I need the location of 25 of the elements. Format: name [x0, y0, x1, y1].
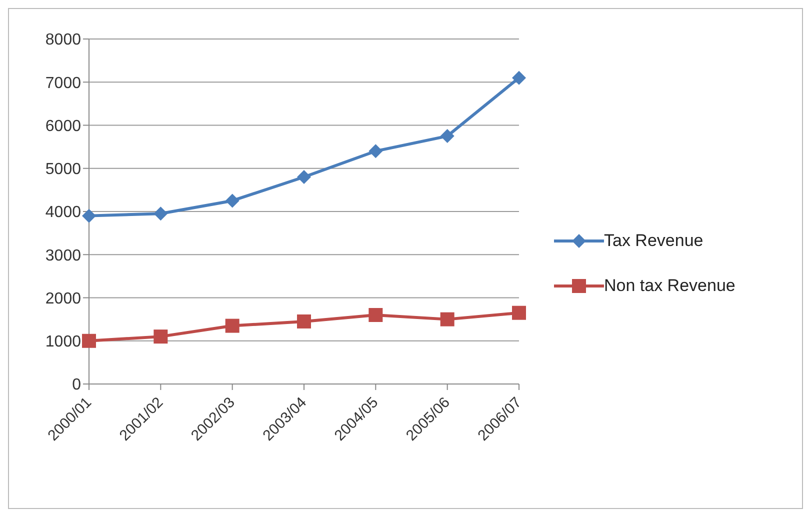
point [440, 312, 454, 326]
point [225, 194, 240, 208]
y-tick-label: 4000 [45, 204, 82, 222]
point [225, 318, 240, 333]
legend-label: Tax Revenue [604, 231, 704, 251]
point [154, 330, 168, 344]
point [512, 306, 526, 320]
y-tick-label: 7000 [45, 74, 82, 92]
point [368, 308, 383, 322]
point [297, 314, 311, 328]
legend-label: Non tax Revenue [604, 276, 736, 296]
y-tick-label: 6000 [45, 118, 82, 135]
y-tick-label: 3000 [45, 247, 82, 264]
point [297, 170, 311, 184]
point [512, 70, 526, 85]
point [440, 129, 454, 144]
point [154, 206, 168, 221]
y-tick-label: 0 [72, 376, 82, 394]
point [368, 144, 383, 158]
y-tick-label: 8000 [45, 32, 82, 49]
point [82, 208, 96, 223]
point [82, 334, 96, 348]
y-tick-label: 1000 [45, 334, 82, 351]
y-tick-label: 5000 [45, 161, 82, 178]
y-tick-label: 2000 [45, 290, 82, 308]
